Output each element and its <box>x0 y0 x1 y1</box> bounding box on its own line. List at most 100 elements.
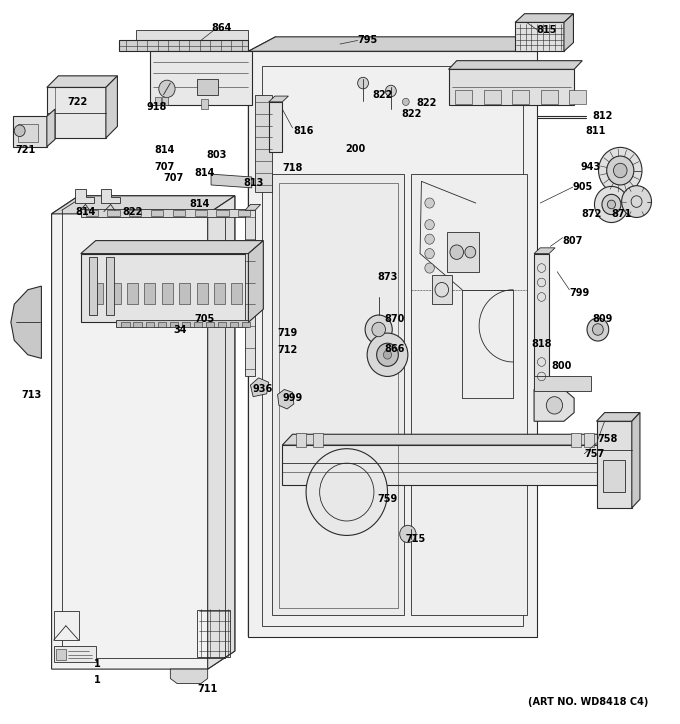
Bar <box>144 282 155 304</box>
Bar <box>456 90 473 104</box>
Text: 812: 812 <box>592 111 613 122</box>
Text: 918: 918 <box>147 102 167 112</box>
Circle shape <box>465 246 476 258</box>
Text: 1: 1 <box>95 659 101 669</box>
Circle shape <box>372 322 386 337</box>
Polygon shape <box>272 174 405 615</box>
Polygon shape <box>534 253 549 391</box>
Polygon shape <box>106 76 118 138</box>
Polygon shape <box>411 174 526 615</box>
Circle shape <box>159 80 175 98</box>
Bar <box>156 97 161 106</box>
Circle shape <box>425 263 435 273</box>
Polygon shape <box>596 413 640 421</box>
Circle shape <box>377 343 398 366</box>
Bar <box>205 321 214 327</box>
Bar <box>230 321 238 327</box>
Bar <box>571 433 581 447</box>
Polygon shape <box>89 257 97 315</box>
Bar <box>541 90 558 104</box>
Text: 813: 813 <box>243 178 263 188</box>
Text: 722: 722 <box>67 97 88 107</box>
Text: 815: 815 <box>537 25 557 35</box>
Polygon shape <box>207 195 235 669</box>
Circle shape <box>425 234 435 244</box>
Polygon shape <box>47 76 118 88</box>
Text: 705: 705 <box>194 313 214 324</box>
Bar <box>56 649 66 660</box>
Polygon shape <box>81 253 248 322</box>
Text: 34: 34 <box>174 325 187 335</box>
Bar <box>151 210 163 216</box>
Bar <box>569 90 586 104</box>
Bar <box>214 282 225 304</box>
Polygon shape <box>81 240 263 253</box>
Polygon shape <box>106 257 114 315</box>
Polygon shape <box>47 88 106 138</box>
Bar <box>484 90 501 104</box>
Bar <box>54 646 96 662</box>
Bar <box>122 321 130 327</box>
Circle shape <box>425 219 435 230</box>
Bar <box>603 460 625 492</box>
Bar <box>197 79 218 95</box>
Text: 200: 200 <box>345 144 366 153</box>
Text: 719: 719 <box>277 328 298 338</box>
Circle shape <box>384 350 392 359</box>
Bar <box>18 124 38 142</box>
Circle shape <box>400 526 416 543</box>
Text: 872: 872 <box>581 209 601 219</box>
Polygon shape <box>116 320 248 327</box>
Bar <box>107 210 120 216</box>
Circle shape <box>598 148 642 193</box>
Bar <box>127 282 138 304</box>
Polygon shape <box>598 434 608 485</box>
Text: 871: 871 <box>611 209 632 219</box>
Text: 864: 864 <box>211 23 231 33</box>
Polygon shape <box>137 30 248 44</box>
Bar <box>133 321 141 327</box>
Polygon shape <box>564 14 573 51</box>
Circle shape <box>546 397 562 414</box>
Text: 795: 795 <box>358 35 378 46</box>
Polygon shape <box>534 376 591 391</box>
Polygon shape <box>245 204 260 210</box>
Text: 873: 873 <box>377 272 398 282</box>
Circle shape <box>594 186 628 222</box>
Bar <box>169 321 177 327</box>
Polygon shape <box>250 378 269 397</box>
Bar <box>194 210 207 216</box>
Bar <box>180 282 190 304</box>
Polygon shape <box>52 195 235 669</box>
Bar <box>194 321 202 327</box>
Polygon shape <box>245 210 255 376</box>
Text: 800: 800 <box>551 361 572 371</box>
Polygon shape <box>447 232 479 272</box>
Polygon shape <box>534 248 555 253</box>
Text: 814: 814 <box>75 206 96 216</box>
Text: 718: 718 <box>282 164 303 173</box>
Text: (ART NO. WD8418 C4): (ART NO. WD8418 C4) <box>528 696 649 707</box>
Text: 814: 814 <box>194 168 214 177</box>
Polygon shape <box>47 109 55 147</box>
Bar <box>182 321 190 327</box>
Bar <box>218 321 226 327</box>
Circle shape <box>450 245 464 259</box>
Polygon shape <box>54 611 79 640</box>
Circle shape <box>425 198 435 208</box>
Text: 999: 999 <box>282 393 303 403</box>
Text: 712: 712 <box>277 345 298 355</box>
Polygon shape <box>211 174 252 188</box>
Bar <box>158 321 166 327</box>
Polygon shape <box>515 14 573 22</box>
Circle shape <box>622 185 651 217</box>
Polygon shape <box>449 61 582 70</box>
Polygon shape <box>75 188 95 203</box>
Text: 822: 822 <box>402 109 422 119</box>
Circle shape <box>365 315 392 344</box>
Polygon shape <box>277 390 294 409</box>
Text: 713: 713 <box>21 390 41 400</box>
Text: 715: 715 <box>406 534 426 544</box>
Polygon shape <box>515 22 564 51</box>
Bar <box>163 97 168 106</box>
